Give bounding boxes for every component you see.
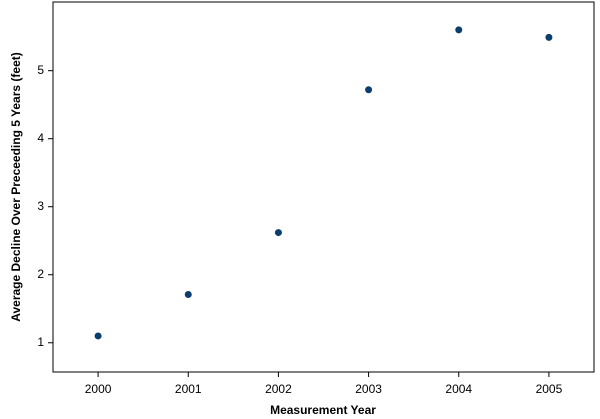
plot-frame <box>52 1 595 373</box>
x-tick-label: 2004 <box>445 382 472 396</box>
point <box>274 229 282 237</box>
point <box>365 86 373 94</box>
y-axis-title: Average Decline Over Preceeding 5 Years … <box>9 52 23 321</box>
y-tick-label: 2 <box>37 267 44 281</box>
x-tick-label: 2005 <box>536 382 563 396</box>
y-tick-label: 4 <box>37 131 44 145</box>
point <box>545 33 553 41</box>
point <box>455 26 463 34</box>
y-tick-label: 5 <box>37 63 44 77</box>
point <box>184 290 192 298</box>
x-tick-label: 2000 <box>85 382 112 396</box>
x-tick-label: 2001 <box>175 382 202 396</box>
x-tick-label: 2002 <box>265 382 292 396</box>
point <box>94 332 102 340</box>
y-tick-label: 3 <box>37 199 44 213</box>
x-axis-title: Measurement Year <box>270 403 376 417</box>
x-tick-label: 2003 <box>355 382 382 396</box>
y-tick-label: 1 <box>37 335 44 349</box>
